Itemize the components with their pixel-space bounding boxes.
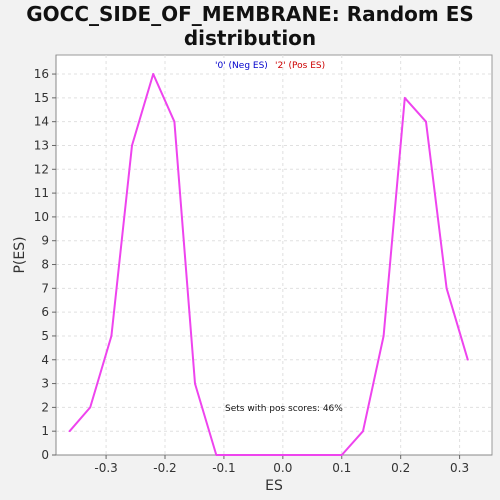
- es-data-point: [340, 454, 343, 456]
- es-series-line: [68, 73, 469, 456]
- es-data-point: [466, 358, 469, 361]
- y-tick-label: 7: [41, 281, 49, 295]
- es-data-point: [152, 73, 155, 75]
- x-tick-label: 0.0: [273, 461, 292, 475]
- y-tick-label: 1: [41, 424, 49, 438]
- x-axis-label: ES: [265, 478, 283, 494]
- x-tick-label: 0.3: [450, 461, 469, 475]
- chart-title-line2: distribution: [183, 26, 317, 50]
- legend-neg-es: '0' (Neg ES): [215, 61, 268, 71]
- y-tick-label: 12: [34, 162, 49, 176]
- chart-title: GOCC_SIDE_OF_MEMBRANE: Random ES distrib…: [0, 2, 500, 50]
- y-tick-label: 11: [34, 186, 49, 200]
- y-tick-label: 10: [34, 210, 49, 224]
- x-tick-label: 0.1: [332, 461, 351, 475]
- es-data-point: [445, 287, 448, 290]
- es-data-point: [425, 120, 427, 123]
- x-tick-label: -0.1: [212, 461, 235, 475]
- y-tick-label: 9: [41, 234, 49, 248]
- y-tick-label: 2: [41, 400, 49, 414]
- y-tick-label: 0: [41, 448, 49, 462]
- y-axis-label: P(ES): [12, 236, 28, 273]
- es-data-point: [320, 454, 323, 456]
- es-data-point: [382, 335, 385, 337]
- y-tick-label: 15: [34, 91, 49, 105]
- es-data-point: [131, 144, 133, 147]
- es-data-point: [277, 454, 280, 456]
- es-data-point: [194, 382, 196, 385]
- legend-pos-es: '2' (Pos ES): [275, 61, 325, 71]
- x-tick-label: -0.3: [94, 461, 117, 475]
- y-tick-label: 14: [34, 115, 49, 129]
- es-data-point: [110, 335, 113, 337]
- es-data-point: [173, 120, 176, 123]
- y-tick-label: 13: [34, 138, 49, 152]
- es-data-point: [299, 454, 301, 456]
- y-tick-label: 5: [41, 329, 49, 343]
- ticks: -0.3 -0.2 -0.1 0.0 0.1 0.2 0.30123456789101112…: [34, 67, 469, 475]
- series-layer: [68, 73, 469, 456]
- es-data-point: [68, 430, 71, 433]
- x-tick-label: 0.2: [391, 461, 410, 475]
- es-data-point: [362, 430, 364, 433]
- es-data-point: [257, 454, 259, 456]
- chart-title-line1: GOCC_SIDE_OF_MEMBRANE: Random ES: [26, 2, 474, 26]
- y-tick-label: 6: [41, 305, 49, 319]
- y-tick-label: 8: [41, 258, 49, 272]
- es-data-point: [89, 406, 92, 409]
- y-tick-label: 16: [34, 67, 49, 81]
- es-data-point: [235, 454, 238, 456]
- y-tick-label: 3: [41, 377, 49, 391]
- es-data-point: [403, 96, 406, 99]
- plot-area: [55, 54, 493, 456]
- es-data-point: [215, 454, 218, 456]
- pos-scores-annotation: Sets with pos scores: 46%: [225, 404, 343, 414]
- y-tick-label: 4: [41, 353, 49, 367]
- x-tick-label: -0.2: [153, 461, 176, 475]
